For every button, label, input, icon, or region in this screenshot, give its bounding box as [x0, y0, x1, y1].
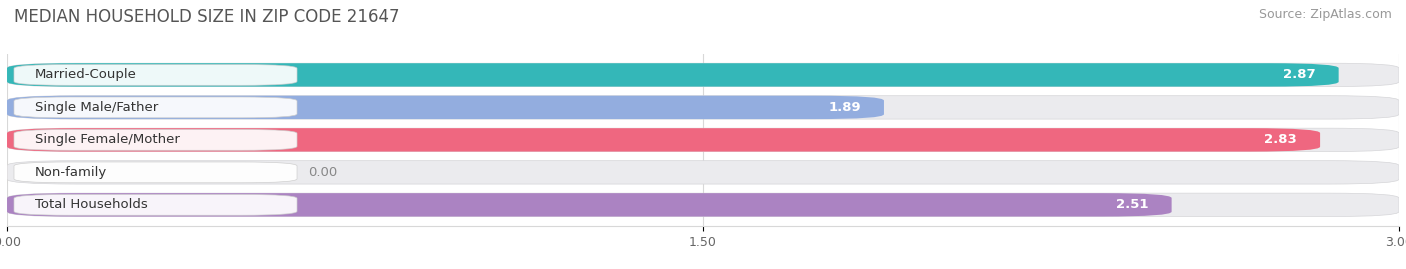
FancyBboxPatch shape: [14, 97, 297, 118]
FancyBboxPatch shape: [14, 129, 297, 150]
FancyBboxPatch shape: [14, 162, 297, 183]
Text: Non-family: Non-family: [35, 166, 107, 179]
FancyBboxPatch shape: [7, 63, 1339, 87]
FancyBboxPatch shape: [14, 65, 297, 85]
FancyBboxPatch shape: [7, 193, 1171, 217]
FancyBboxPatch shape: [14, 194, 297, 215]
Text: 1.89: 1.89: [828, 101, 860, 114]
Wedge shape: [0, 161, 7, 183]
FancyBboxPatch shape: [7, 96, 1399, 119]
FancyBboxPatch shape: [7, 63, 1399, 87]
FancyBboxPatch shape: [7, 128, 1320, 151]
FancyBboxPatch shape: [7, 161, 1399, 184]
Text: 2.83: 2.83: [1264, 133, 1296, 146]
Text: Married-Couple: Married-Couple: [35, 68, 136, 82]
Text: Single Male/Father: Single Male/Father: [35, 101, 157, 114]
FancyBboxPatch shape: [7, 193, 1399, 217]
FancyBboxPatch shape: [7, 128, 1399, 151]
Text: Single Female/Mother: Single Female/Mother: [35, 133, 180, 146]
Text: 2.87: 2.87: [1282, 68, 1316, 82]
Text: Total Households: Total Households: [35, 198, 148, 211]
Text: 0.00: 0.00: [309, 166, 337, 179]
Text: MEDIAN HOUSEHOLD SIZE IN ZIP CODE 21647: MEDIAN HOUSEHOLD SIZE IN ZIP CODE 21647: [14, 8, 399, 26]
Text: 2.51: 2.51: [1116, 198, 1149, 211]
FancyBboxPatch shape: [7, 96, 884, 119]
Text: Source: ZipAtlas.com: Source: ZipAtlas.com: [1258, 8, 1392, 21]
